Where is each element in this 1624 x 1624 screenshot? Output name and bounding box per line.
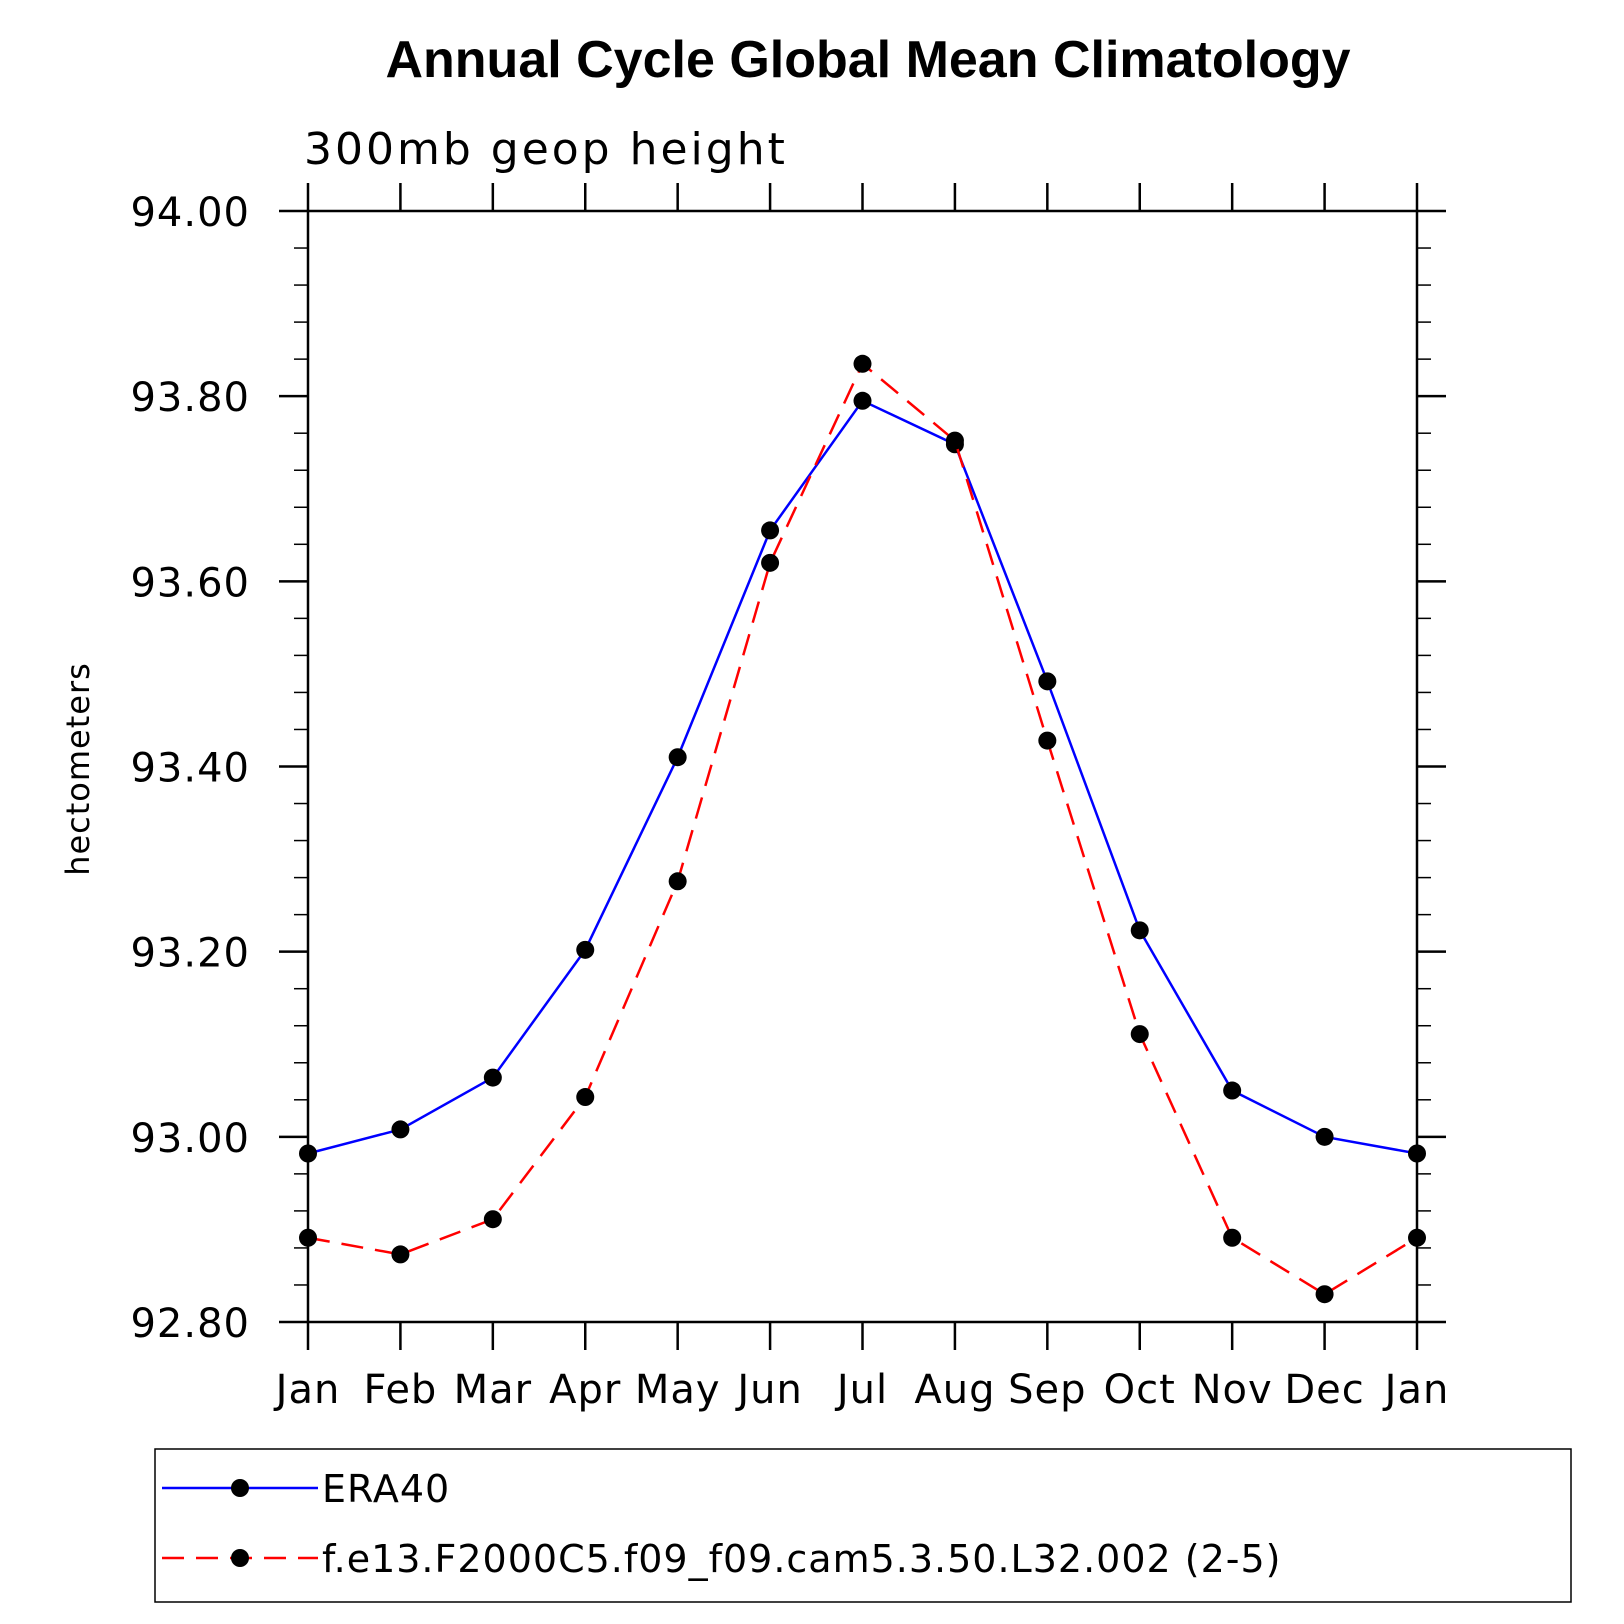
- x-axis-ticks: Jan Feb Mar Apr May Jun Jul Aug Sep Oct Nov Dec Jan: [273, 183, 1450, 1413]
- data-point-series-1: [576, 940, 595, 959]
- y-tick-label: 93.00: [130, 1116, 250, 1162]
- x-tick-label: Jul: [834, 1367, 888, 1413]
- data-point-series-1: [761, 521, 780, 540]
- x-tick-label: Aug: [914, 1367, 995, 1413]
- legend-label-2: f.e13.F2000C5.f09_f09.cam5.3.50.L32.002 …: [322, 1537, 1281, 1581]
- x-tick-label: Mar: [454, 1367, 532, 1413]
- data-point-series-1: [668, 748, 687, 767]
- data-point-series-2: [1408, 1228, 1426, 1247]
- data-point-series-2: [1223, 1228, 1242, 1247]
- data-point-series-2: [391, 1245, 410, 1264]
- x-tick-label: Dec: [1284, 1367, 1364, 1413]
- data-point-series-1: [1038, 672, 1057, 691]
- data-point-series-1: [1130, 921, 1149, 940]
- y-tick-label: 93.60: [130, 560, 250, 606]
- legend-box: [154, 1448, 1572, 1603]
- x-tick-label: Jan: [273, 1367, 341, 1413]
- y-tick-label: 93.20: [130, 931, 250, 977]
- data-point-series-1: [1408, 1144, 1426, 1163]
- x-tick-label: Jan: [1382, 1367, 1450, 1413]
- legend-swatch-marker-2: [231, 1549, 249, 1567]
- data-point-series-2: [1130, 1025, 1149, 1044]
- data-point-series-1: [1315, 1127, 1334, 1146]
- data-point-series-2: [576, 1088, 595, 1107]
- chart-subtitle: 300mb geop height: [304, 124, 788, 175]
- data-point-series-2: [299, 1228, 317, 1247]
- series-layer: [299, 354, 1426, 1304]
- legend: ERA40 f.e13.F2000C5.f09_f09.cam5.3.50.L32…: [154, 1448, 1572, 1603]
- legend-label-1: ERA40: [322, 1467, 450, 1511]
- y-tick-label: 93.80: [130, 375, 250, 421]
- y-axis-ticks: 92.80 93.00 93.20 93.40 93.60 93.80 94.00: [130, 190, 1446, 1347]
- x-tick-label: May: [635, 1367, 721, 1413]
- data-point-series-2: [1315, 1285, 1334, 1304]
- y-tick-label: 94.00: [130, 190, 250, 236]
- data-point-series-2: [483, 1210, 502, 1229]
- data-point-series-2: [668, 872, 687, 891]
- data-point-series-2: [853, 354, 872, 373]
- y-axis-label: hectometers: [59, 662, 97, 876]
- data-point-series-1: [853, 391, 872, 410]
- x-tick-label: Oct: [1104, 1367, 1176, 1413]
- chart-title: Annual Cycle Global Mean Climatology: [385, 31, 1350, 89]
- x-tick-label: Jun: [734, 1367, 803, 1413]
- y-tick-label: 92.80: [130, 1301, 250, 1347]
- data-point-series-1: [391, 1120, 410, 1139]
- data-point-series-2: [1038, 731, 1057, 750]
- data-point-series-1: [1223, 1081, 1242, 1100]
- x-tick-label: Apr: [549, 1367, 621, 1413]
- data-point-series-1: [299, 1144, 317, 1163]
- y-tick-label: 93.40: [130, 746, 250, 792]
- x-tick-label: Feb: [364, 1367, 438, 1413]
- data-point-series-2: [945, 431, 964, 450]
- data-point-series-1: [483, 1068, 502, 1087]
- plot-frame: [306, 209, 1419, 1324]
- series-line-2: [307, 361, 1418, 1296]
- series-line-1: [307, 399, 1418, 1155]
- legend-swatch-marker-1: [231, 1479, 249, 1497]
- x-tick-label: Sep: [1008, 1367, 1086, 1413]
- x-tick-label: Nov: [1192, 1367, 1273, 1413]
- data-point-series-2: [761, 553, 780, 572]
